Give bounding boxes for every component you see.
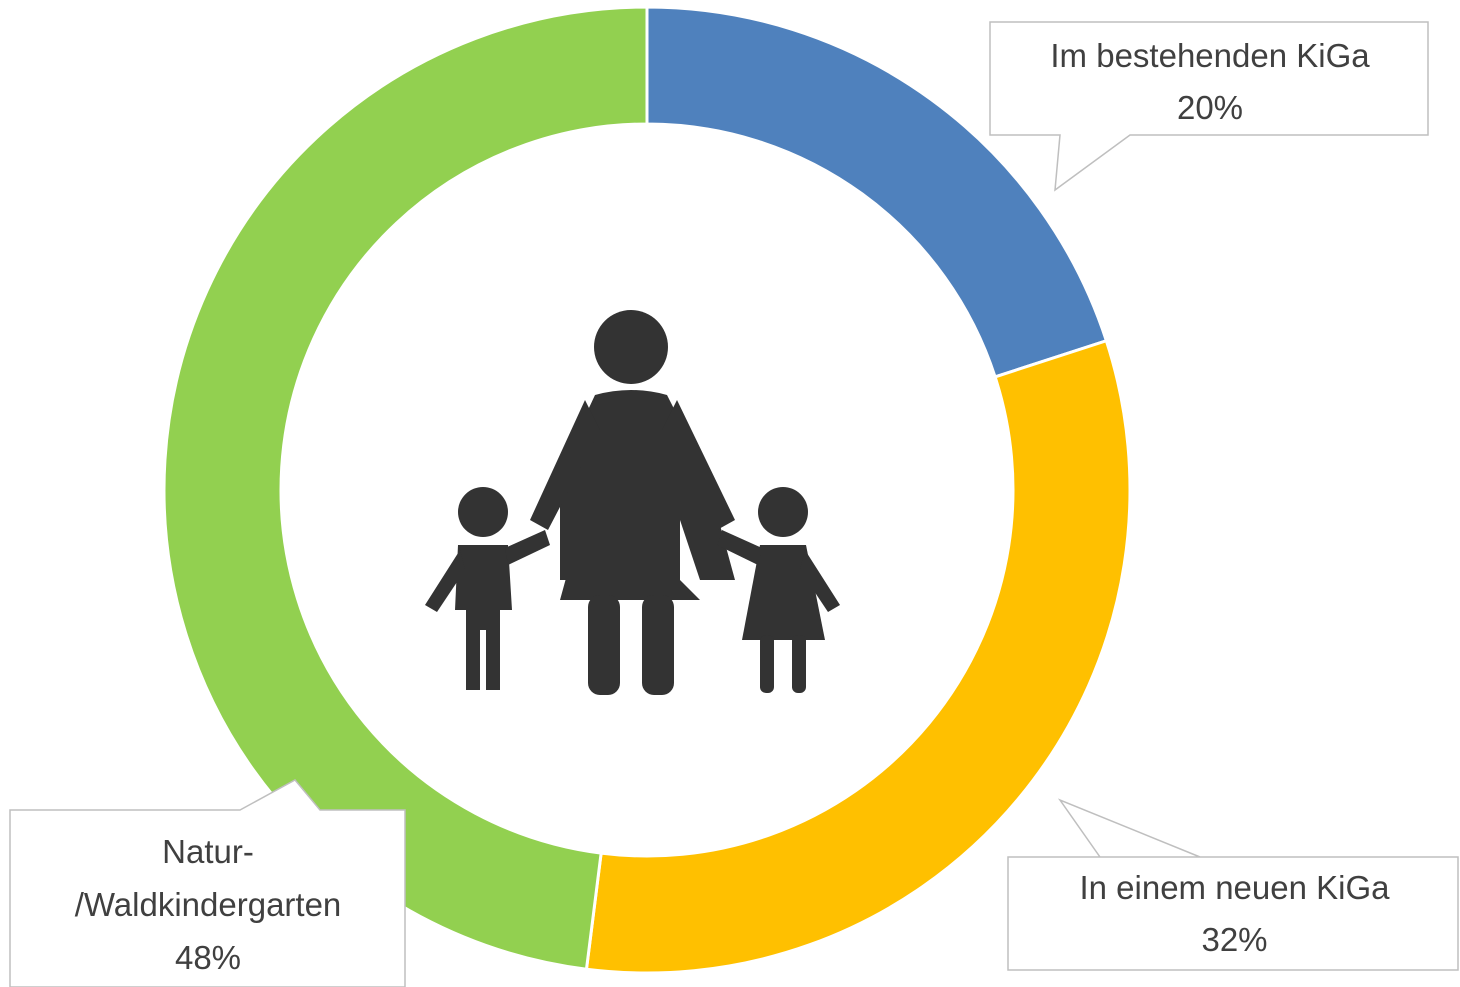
callout: [1007, 798, 1459, 971]
value-label: 32%: [1201, 921, 1268, 958]
callout: [989, 21, 1429, 192]
data-label: In einem neuen KiGa 32%: [1012, 862, 1457, 966]
callout: [9, 779, 406, 987]
data-label: Natur-/Waldkindergarten 48%: [58, 825, 358, 984]
donut: [162, 5, 1132, 975]
callouts: [9, 21, 1459, 987]
category-label: In einem neuen KiGa: [1079, 869, 1390, 906]
donut-segment: [645, 5, 1109, 379]
donut-segment: [162, 5, 649, 971]
category-label: Im bestehenden KiGa: [1050, 37, 1370, 74]
family-icon: [425, 310, 840, 695]
value-label: 20%: [1176, 89, 1244, 126]
data-label: Im bestehenden KiGa 20%: [1030, 30, 1390, 134]
category-label: Natur-/Waldkindergarten: [74, 833, 342, 923]
donut-segment: [584, 338, 1132, 975]
value-label: 48%: [174, 939, 242, 976]
